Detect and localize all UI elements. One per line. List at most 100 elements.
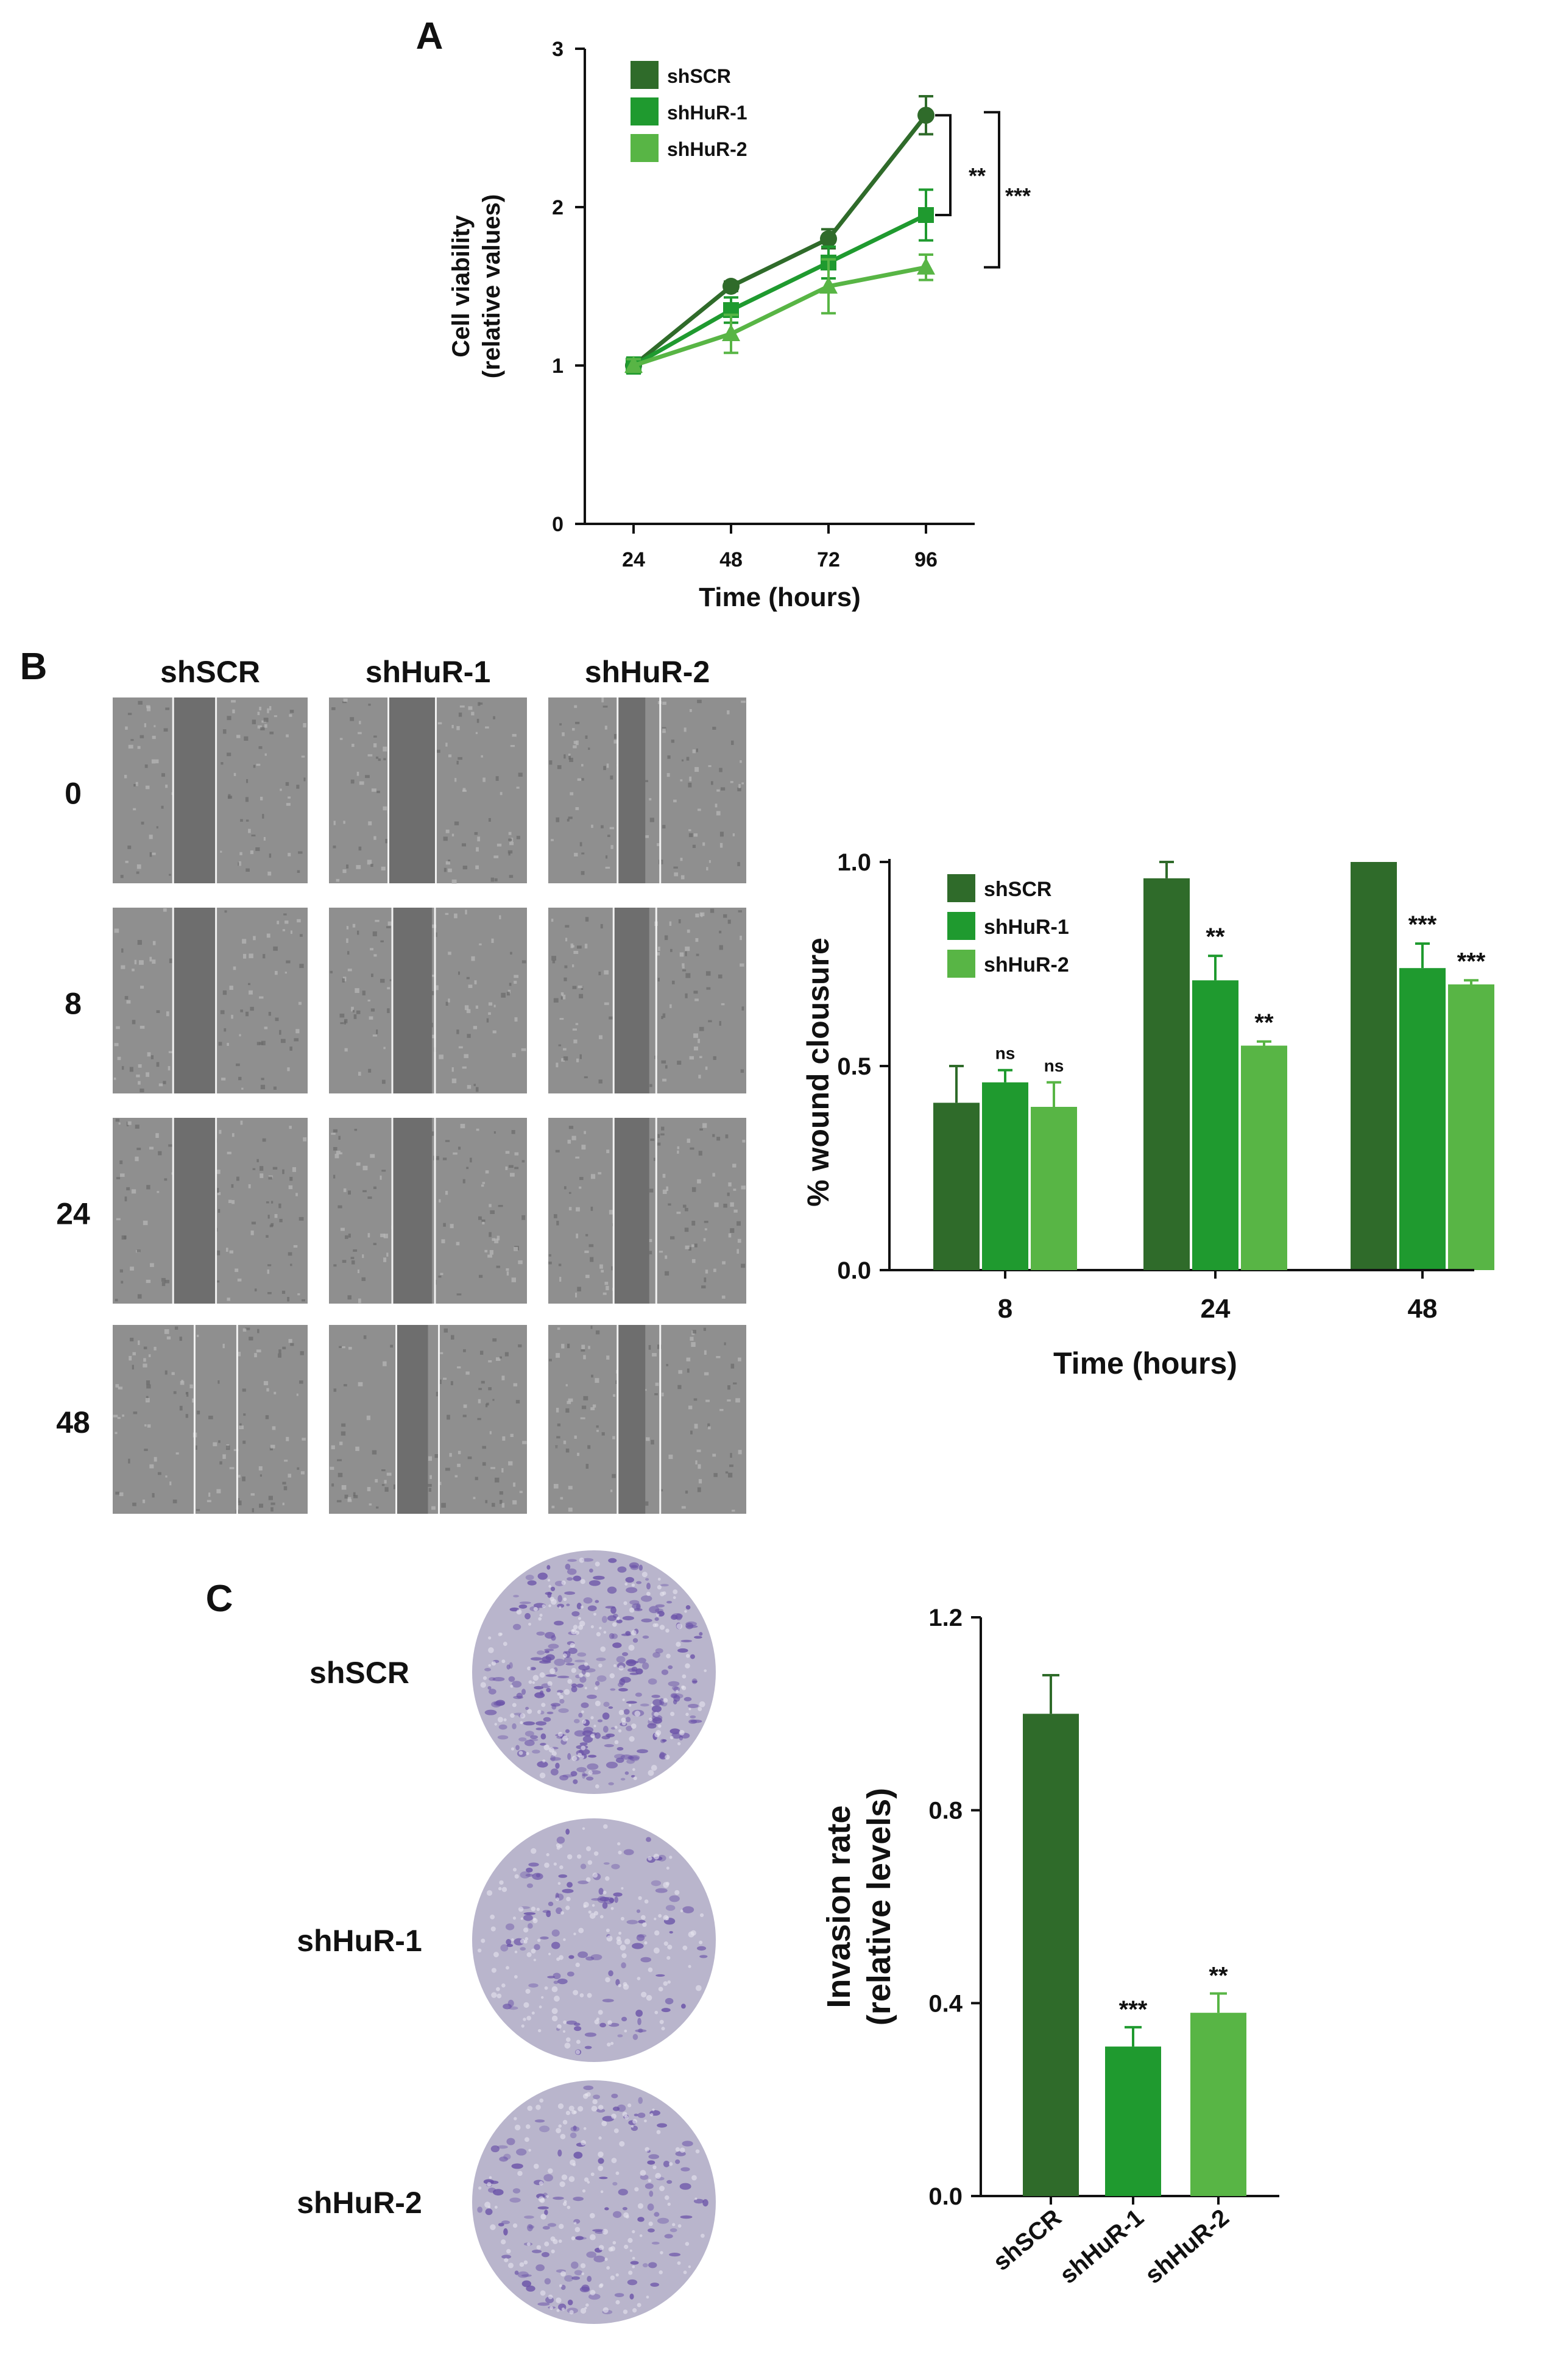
cell-speck — [698, 1039, 701, 1043]
stained-cell — [646, 1583, 651, 1590]
pore-speck — [581, 2140, 586, 2145]
cell-speck — [568, 1398, 573, 1402]
cell-speck — [645, 1501, 649, 1506]
stained-cell — [635, 2010, 643, 2017]
cell-speck — [728, 1182, 732, 1187]
cell-speck — [731, 1510, 735, 1512]
stained-cell — [685, 1605, 691, 1610]
cell-speck — [702, 842, 705, 846]
cell-speck — [740, 1069, 744, 1073]
cell-speck — [610, 845, 613, 849]
stained-cell — [602, 1999, 614, 2002]
data-point — [820, 230, 837, 247]
wound-micrograph — [548, 1325, 746, 1514]
stained-cell — [567, 1882, 573, 1888]
cell-speck — [246, 819, 249, 822]
stained-cell — [690, 1715, 696, 1718]
pore-speck — [641, 1572, 648, 1578]
pore-speck — [669, 1856, 673, 1859]
pore-speck — [559, 1955, 564, 1960]
cell-speck — [604, 970, 609, 975]
stained-cell — [521, 2274, 532, 2277]
cell-speck — [250, 1231, 254, 1235]
cell-speck — [518, 1344, 522, 1347]
cell-speck — [169, 1481, 172, 1486]
stained-cell — [559, 1699, 565, 1704]
stained-cell — [648, 2154, 659, 2159]
cell-speck — [662, 1173, 666, 1178]
cell-speck — [300, 1351, 304, 1355]
cell-speck — [130, 739, 134, 741]
cell-speck — [350, 779, 355, 784]
stained-cell — [539, 2125, 550, 2133]
cell-speck — [478, 1399, 481, 1404]
cell-speck — [609, 1210, 613, 1215]
cell-speck — [267, 1215, 270, 1219]
pore-speck — [682, 1945, 688, 1951]
stained-cell — [699, 1955, 708, 1958]
stained-cell — [525, 1706, 529, 1711]
panel-a-letter: A — [416, 15, 443, 57]
cell-speck — [494, 878, 498, 881]
cell-speck — [703, 1327, 706, 1331]
pore-speck — [490, 2224, 496, 2230]
cell-speck — [512, 1500, 517, 1505]
cell-speck — [353, 1014, 357, 1019]
cell-speck — [147, 1424, 151, 1428]
cell-speck — [729, 1464, 733, 1467]
stained-cell — [515, 1745, 520, 1751]
cell-speck — [440, 1352, 443, 1355]
cell-speck — [694, 1243, 698, 1248]
cell-speck — [257, 725, 262, 729]
cell-speck — [573, 745, 577, 749]
pore-speck — [667, 1944, 673, 1950]
pore-speck — [609, 1673, 615, 1679]
cell-speck — [258, 1466, 263, 1471]
cell-speck — [269, 732, 274, 735]
stained-cell — [637, 2217, 645, 2222]
pore-speck — [582, 1827, 585, 1830]
cell-speck — [730, 1363, 735, 1369]
pore-speck — [536, 2245, 542, 2250]
stained-cell — [573, 2152, 583, 2159]
cell-speck — [121, 1280, 124, 1284]
cell-speck — [473, 1497, 476, 1500]
stained-cell — [649, 1606, 660, 1614]
pore-speck — [645, 2147, 650, 2152]
cell-speck — [152, 735, 156, 740]
cell-speck — [493, 855, 499, 858]
cell-speck — [712, 1134, 715, 1137]
stained-cell — [557, 1675, 570, 1679]
cell-speck — [282, 1481, 286, 1485]
cell-speck — [337, 1459, 342, 1461]
stained-cell — [557, 2149, 562, 2157]
stained-cell — [637, 2112, 646, 2118]
cell-speck — [381, 866, 386, 870]
cell-speck — [245, 1327, 250, 1330]
cell-speck — [342, 978, 345, 983]
stained-cell — [686, 1625, 698, 1628]
pore-speck — [493, 1952, 499, 1957]
pore-speck — [587, 1860, 593, 1865]
cell-speck — [121, 1235, 127, 1240]
cell-speck — [466, 1167, 469, 1170]
cell-speck — [135, 782, 138, 786]
cell-speck — [577, 778, 582, 781]
cell-speck — [269, 1447, 273, 1450]
cell-speck — [574, 1435, 577, 1439]
x-axis-label: Time (hours) — [699, 582, 861, 612]
significance-label: *** — [1119, 1996, 1148, 2023]
cell-speck — [142, 1499, 146, 1503]
cell-speck — [476, 719, 479, 723]
cell-speck — [133, 783, 138, 787]
pore-speck — [542, 1604, 546, 1608]
cell-speck — [274, 1213, 278, 1218]
stained-cell — [630, 1565, 639, 1570]
stained-cell — [558, 1708, 569, 1714]
cell-speck — [468, 706, 473, 710]
cell-speck — [490, 877, 494, 882]
cell-speck — [270, 1444, 275, 1449]
stained-cell — [655, 1648, 663, 1654]
stained-cell — [661, 2008, 671, 2013]
